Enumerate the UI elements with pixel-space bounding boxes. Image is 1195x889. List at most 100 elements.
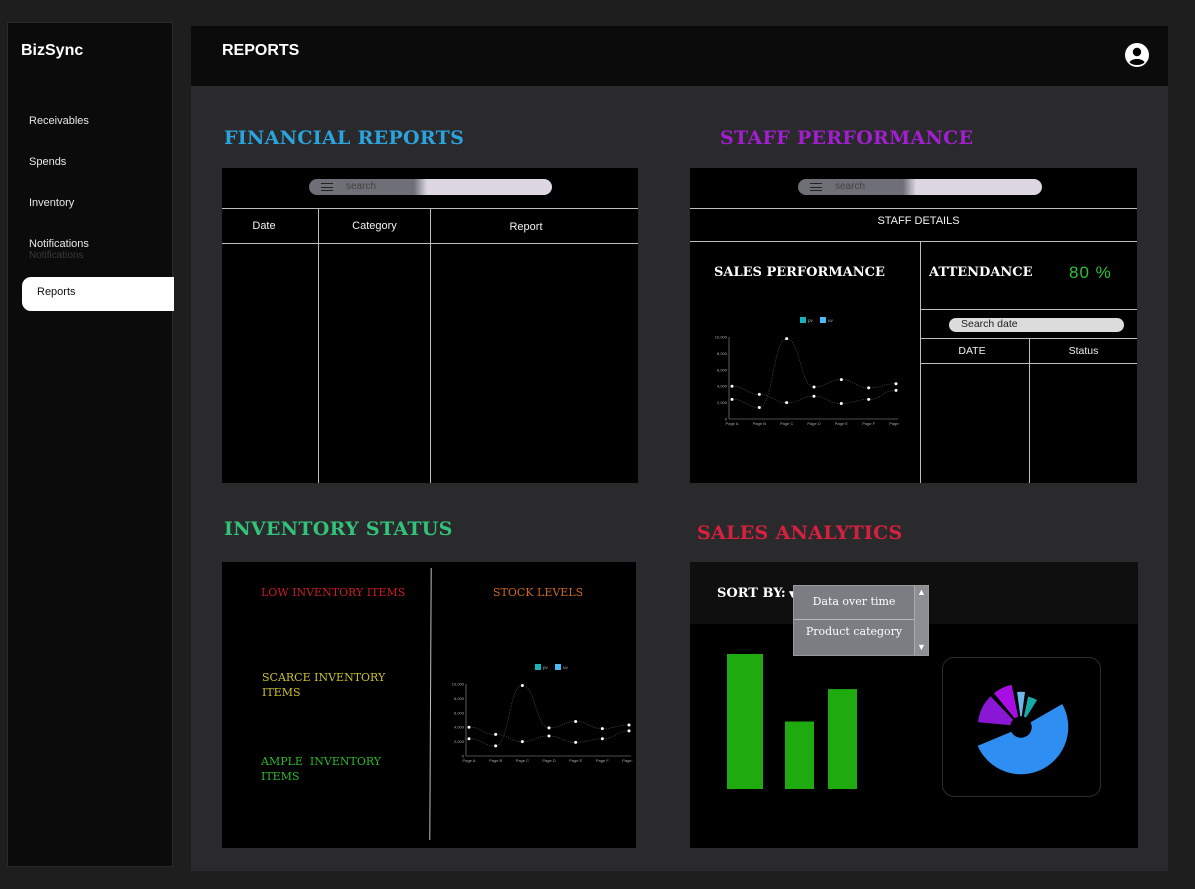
y-tick-label: 4,000 xyxy=(454,725,465,730)
column-divider xyxy=(318,208,319,483)
column-header-date[interactable]: DATE xyxy=(958,345,986,357)
donut-slice xyxy=(991,683,1020,721)
data-point xyxy=(494,732,498,736)
y-tick-label: 6,000 xyxy=(454,710,465,715)
divider xyxy=(690,241,1137,242)
column-header-date[interactable]: Date xyxy=(252,220,276,232)
y-tick-label: 2,000 xyxy=(717,400,728,405)
ample-inventory-label: AMPLE INVENTORY ITEMS xyxy=(261,755,385,783)
scarce-inventory-label: SCARCE INVENTORY ITEMS xyxy=(262,671,386,699)
menu-icon[interactable] xyxy=(810,183,822,191)
top-bar: REPORTS xyxy=(191,26,1168,86)
caret-down-icon[interactable]: ▼ xyxy=(785,590,796,600)
sales-bar-chart xyxy=(727,654,857,789)
divider xyxy=(690,208,1137,209)
staff-details-label: STAFF DETAILS xyxy=(877,215,960,227)
legend-swatch xyxy=(800,317,806,323)
search-placeholder: search xyxy=(835,181,866,192)
x-tick-label: Page G xyxy=(622,758,633,763)
legend-label: pv xyxy=(808,318,814,323)
column-divider xyxy=(429,567,432,841)
financial-reports-panel: search Date Category Report xyxy=(222,168,638,483)
x-tick-label: Page A xyxy=(726,421,739,426)
user-circle-icon[interactable] xyxy=(1125,43,1149,67)
scroll-up-icon[interactable]: ▲ xyxy=(917,587,926,597)
data-point xyxy=(812,394,816,398)
divider xyxy=(794,619,914,620)
legend-swatch xyxy=(535,664,541,670)
y-tick-label: 10,000 xyxy=(715,335,728,340)
app-logo-text: BizSync xyxy=(21,42,84,59)
search-placeholder: search xyxy=(346,181,377,192)
column-header-category[interactable]: Category xyxy=(352,220,397,232)
x-tick-label: Page G xyxy=(889,421,900,426)
y-tick-label: 0 xyxy=(462,754,465,759)
data-point xyxy=(627,729,631,733)
y-tick-label: 10,000 xyxy=(452,682,465,687)
data-point xyxy=(467,725,471,729)
data-point xyxy=(757,406,761,410)
bar xyxy=(785,721,814,789)
sort-option-product-category[interactable]: Product category xyxy=(805,625,903,638)
sales-donut-chart xyxy=(975,683,1070,776)
sidebar: BizSync Receivables Spends Inventory Not… xyxy=(7,22,174,867)
sidebar-item-receivables[interactable]: Receivables xyxy=(29,115,89,127)
x-tick-label: Page B xyxy=(753,421,766,426)
sort-option-data-over-time[interactable]: Data over time xyxy=(812,595,896,608)
staff-search-input[interactable]: search xyxy=(798,179,1042,195)
scroll-down-icon[interactable]: ▼ xyxy=(917,642,926,652)
inventory-status-panel: LOW INVENTORY ITEMS STOCK LEVELS SCARCE … xyxy=(222,562,636,848)
sidebar-item-notifications[interactable]: Notifications xyxy=(29,238,89,250)
donut-slice xyxy=(1022,694,1040,720)
x-tick-label: Page F xyxy=(862,421,875,426)
sidebar-item-spends[interactable]: Spends xyxy=(29,156,67,168)
dropdown-scrollbar[interactable]: ▲ ▼ xyxy=(914,586,928,655)
y-tick-label: 4,000 xyxy=(717,384,728,389)
sales-performance-label: SALES PERFORMANCE xyxy=(714,265,885,280)
donut-slice xyxy=(975,701,1070,776)
sort-dropdown-menu[interactable]: Data over time Product category ▲ ▼ xyxy=(793,585,929,656)
staff-performance-panel: search STAFF DETAILS SALES PERFORMANCE A… xyxy=(690,168,1137,483)
sidebar-item-inventory[interactable]: Inventory xyxy=(29,197,75,209)
sidebar-item-reports[interactable]: Reports xyxy=(22,277,174,311)
inventory-status-title: INVENTORY STATUS xyxy=(224,518,453,540)
data-point xyxy=(839,402,843,406)
x-tick-label: Page A xyxy=(463,758,476,763)
data-point xyxy=(547,726,551,730)
column-header-status[interactable]: Status xyxy=(1068,345,1099,357)
stock-levels-label: STOCK LEVELS xyxy=(493,586,584,599)
x-tick-label: Page B xyxy=(489,758,502,763)
data-point xyxy=(839,378,843,382)
sales-performance-line-chart: 0 2,000 4,000 6,000 8,000 10,000 Page A Page B P… xyxy=(715,317,900,426)
legend-swatch xyxy=(820,317,826,323)
y-tick-label: 8,000 xyxy=(454,696,465,701)
data-point xyxy=(894,388,898,392)
data-point xyxy=(600,737,604,741)
y-tick-label: 6,000 xyxy=(717,367,728,372)
data-point xyxy=(867,386,871,390)
bar xyxy=(727,654,763,789)
staff-performance-title: STAFF PERFORMANCE xyxy=(720,127,974,149)
data-point xyxy=(785,337,789,341)
bar xyxy=(828,689,857,789)
data-point xyxy=(757,392,761,396)
data-point xyxy=(520,740,524,744)
data-point xyxy=(520,683,524,687)
main-content: REPORTS FINANCIAL REPORTS STAFF PERFORMA… xyxy=(191,26,1168,871)
data-point xyxy=(812,385,816,389)
x-tick-label: Page F xyxy=(596,758,609,763)
financial-search-input[interactable]: search xyxy=(309,179,552,195)
x-tick-label: Page E xyxy=(835,421,848,426)
menu-icon[interactable] xyxy=(321,183,333,191)
sort-by-label[interactable]: SORT BY: ▼ xyxy=(717,586,796,601)
data-point xyxy=(547,734,551,738)
legend-label: pv xyxy=(543,665,549,670)
attendance-label: ATTENDANCE xyxy=(929,265,1033,280)
column-divider xyxy=(920,241,921,483)
donut-chart-card xyxy=(942,657,1101,797)
column-header-report[interactable]: Report xyxy=(509,221,543,233)
legend-label: uv xyxy=(563,665,569,670)
date-search-input[interactable]: Search date xyxy=(949,318,1124,332)
data-point xyxy=(785,401,789,405)
data-point xyxy=(894,382,898,386)
